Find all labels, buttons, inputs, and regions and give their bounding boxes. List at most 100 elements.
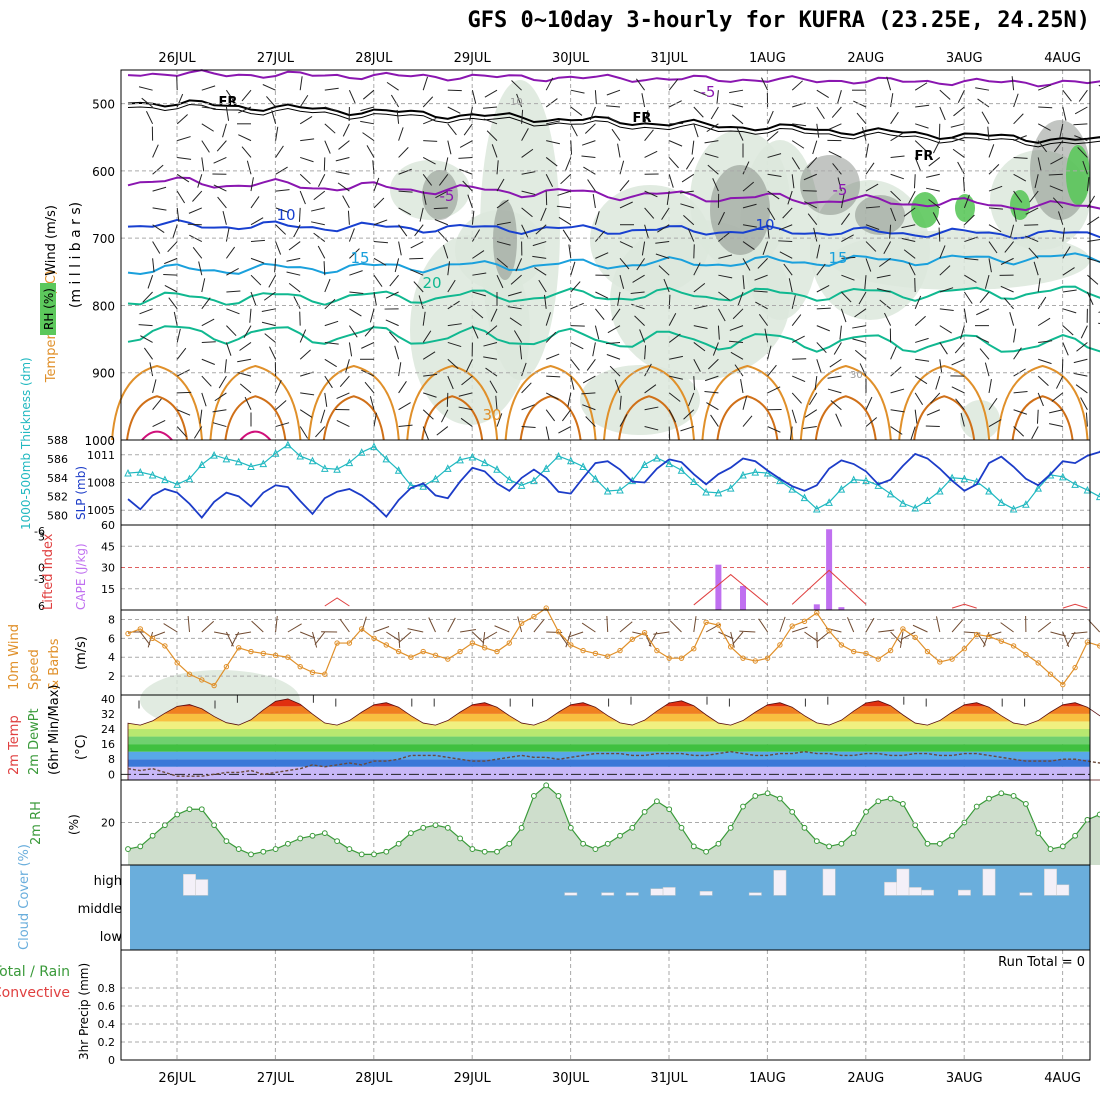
thickness-point	[173, 480, 182, 488]
ylabel-lifted-index: Lifted Index	[41, 533, 56, 610]
thickness-point	[554, 451, 563, 460]
wind-barb-10m	[816, 631, 830, 643]
y-tick-label: 0.4	[98, 1018, 116, 1031]
thickness-point	[530, 476, 538, 485]
wind-barb	[201, 278, 206, 293]
wind-barb	[680, 203, 694, 209]
wind-barb	[545, 392, 559, 400]
wind-barb-10m	[718, 631, 734, 639]
wind-barb	[619, 414, 628, 427]
wind-barb	[837, 177, 842, 192]
wind-barb	[349, 291, 364, 294]
wind-barb	[152, 379, 157, 394]
wind-barb	[369, 396, 375, 410]
wind-speed-point	[580, 647, 586, 654]
wind-barb-10m	[314, 631, 326, 645]
wind-barb	[926, 409, 940, 416]
thickness-point	[148, 470, 157, 479]
wind-barb	[619, 275, 625, 289]
rh-point	[629, 824, 636, 831]
x-date-label-top: 1AUG	[749, 51, 786, 66]
wind-barb	[976, 308, 990, 316]
rh-shade-dark	[800, 155, 860, 215]
thickness-point	[357, 448, 366, 456]
wind-barb	[1050, 157, 1064, 165]
cloud-bar-high	[564, 892, 578, 896]
contour-label: -5	[440, 187, 455, 205]
contour-label: 15	[828, 249, 847, 267]
wind-barb	[507, 306, 522, 310]
wind-barb	[335, 156, 350, 162]
wind-barb	[570, 302, 584, 310]
wind-barb	[1013, 328, 1017, 343]
wind-barb	[570, 89, 585, 94]
wind-barb	[693, 123, 699, 138]
wind-barb	[1049, 185, 1063, 192]
wind-barb	[410, 269, 424, 276]
thickness-point	[960, 474, 969, 483]
isotherm-40	[239, 430, 272, 441]
wind-barb	[1004, 297, 1014, 310]
wind-barb	[1009, 224, 1015, 239]
wind-barb	[816, 263, 826, 276]
x-date-label-bottom: 3AUG	[946, 1071, 983, 1086]
wind-speed-point	[949, 656, 955, 662]
wind-barb	[767, 190, 780, 200]
rh-point	[543, 782, 550, 789]
thickness-point	[726, 484, 735, 492]
wind-barb	[1009, 312, 1015, 326]
wind-barb	[373, 412, 377, 427]
isotherm-30	[603, 364, 695, 441]
wind-barb	[435, 190, 449, 199]
isotherm-10	[127, 218, 1100, 240]
wind-barb	[957, 161, 965, 175]
wind-barb	[908, 262, 916, 276]
wind-barb	[433, 207, 448, 210]
wind-barb	[758, 314, 769, 326]
wind-barb	[837, 90, 842, 104]
cape-bar	[740, 585, 746, 610]
wind-barb	[521, 224, 529, 238]
wind-barb	[1062, 246, 1071, 259]
wind-barb	[729, 340, 744, 343]
wind-barb	[275, 126, 279, 141]
wind-barb	[581, 140, 596, 146]
rh-point	[235, 846, 242, 852]
wind-speed-point	[322, 671, 328, 677]
wind-barb	[1076, 342, 1088, 352]
wind-barb	[829, 358, 842, 368]
wind-barb	[152, 224, 165, 233]
wind-speed-point	[789, 623, 795, 629]
rh-point	[174, 811, 181, 818]
wind-barb	[606, 341, 621, 345]
rh-shade-blob	[960, 400, 1000, 440]
wind-barb	[152, 398, 162, 411]
isotherm-30	[111, 364, 203, 441]
rh-point	[444, 824, 451, 831]
thickness-point	[911, 503, 920, 512]
wind-barb	[890, 409, 905, 413]
wind-barb	[1037, 278, 1041, 293]
rh-point	[678, 824, 685, 831]
thickness-point	[665, 459, 674, 468]
wind-barb	[816, 106, 825, 120]
wind-barb	[663, 278, 670, 293]
rh-point	[752, 793, 759, 799]
wind-barb	[592, 342, 596, 357]
temp-color-band	[128, 721, 1090, 729]
wind-barb	[859, 363, 867, 377]
wind-barb	[218, 375, 227, 389]
wind-barb	[581, 155, 596, 158]
wind-speed-point	[740, 655, 746, 661]
wind-barb	[903, 249, 916, 259]
wind-barb-10m	[447, 617, 456, 633]
wind-barb	[939, 308, 954, 312]
y-tick-label-li: -6	[34, 525, 45, 538]
wind-speed-point	[863, 650, 869, 657]
cloud-background	[130, 865, 1090, 950]
cloud-bar-high	[662, 887, 676, 896]
wind-barb	[545, 331, 557, 343]
y-tick-label-li: 3	[38, 530, 45, 543]
wind-barb	[712, 342, 719, 356]
wind-barb	[193, 426, 203, 439]
